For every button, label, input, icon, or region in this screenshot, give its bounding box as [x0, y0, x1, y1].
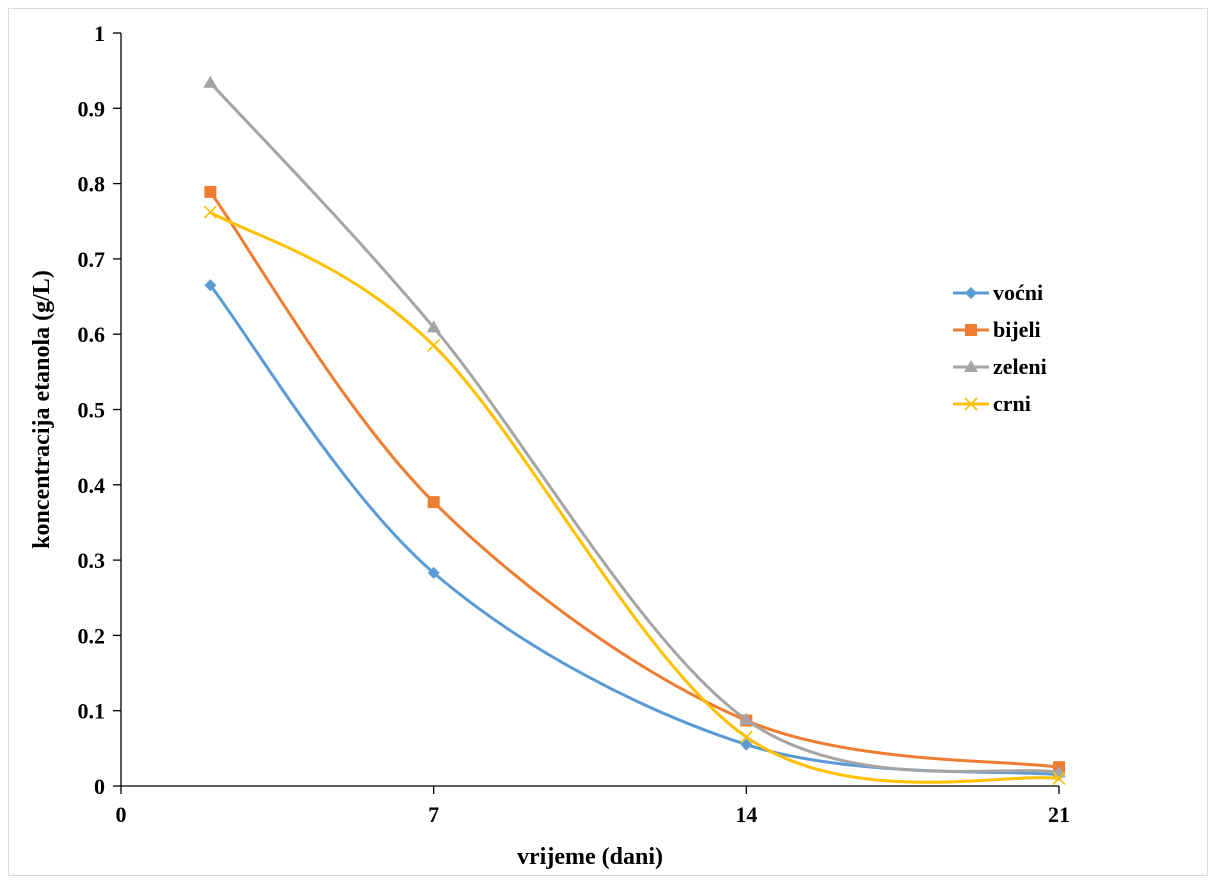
series-line-vocni	[209, 284, 1060, 777]
data-point-bijeli	[204, 185, 217, 198]
chart-frame: 0 0.1 0.2 0.3 0.4 0.5 0.6 0.7 0.8 0.9 1 0 7 14 21 vri…	[8, 8, 1208, 876]
data-point-zeleni	[203, 75, 218, 88]
series-zeleni	[203, 75, 1066, 778]
legend-item-vocni: voćni	[953, 280, 1043, 305]
data-point-crni	[203, 205, 217, 219]
data-point-bijeli	[427, 496, 440, 509]
series-line-bijeli	[209, 191, 1060, 769]
x-axis-title: vrijeme (dani)	[517, 844, 663, 870]
data-point-vocni	[204, 279, 217, 292]
y-tick-label: 0.7	[78, 247, 106, 272]
legend-label: zeleni	[993, 354, 1047, 379]
legend-item-bijeli: bijeli	[953, 317, 1041, 342]
data-point-zeleni	[426, 320, 441, 333]
y-axis-ticks: 0 0.1 0.2 0.3 0.4 0.5 0.6 0.7 0.8 0.9 1	[78, 21, 121, 799]
legend-item-crni: crni	[953, 391, 1031, 416]
line-chart: 0 0.1 0.2 0.3 0.4 0.5 0.6 0.7 0.8 0.9 1 0 7 14 21 vri…	[29, 21, 1070, 870]
legend-label: bijeli	[993, 317, 1041, 342]
legend-label: crni	[993, 391, 1031, 416]
y-tick-label: 0.3	[78, 548, 106, 573]
data-point-zeleni	[739, 712, 754, 725]
y-tick-label: 0.5	[78, 398, 106, 423]
y-axis-title: koncentracija etanola (g/L)	[29, 270, 55, 549]
series-crni	[203, 205, 1066, 786]
x-tick-label: 7	[428, 802, 439, 827]
legend-swatch-marker	[965, 324, 977, 336]
x-tick-label: 21	[1048, 802, 1070, 827]
axes	[120, 33, 1059, 787]
series-layer	[203, 75, 1066, 786]
legend-swatch-marker	[965, 287, 977, 299]
series-line-zeleni	[209, 81, 1060, 774]
y-tick-label: 0.2	[78, 623, 106, 648]
y-tick-label: 0.1	[78, 699, 106, 724]
data-point-vocni	[427, 566, 440, 579]
y-tick-label: 0.6	[78, 322, 106, 347]
legend-swatch-marker	[964, 397, 978, 411]
series-line-crni	[209, 210, 1060, 784]
x-tick-label: 0	[116, 802, 127, 827]
x-axis-ticks: 0 7 14 21	[116, 786, 1070, 827]
series-vocni	[204, 279, 1065, 781]
x-tick-label: 14	[735, 802, 757, 827]
legend-label: voćni	[993, 280, 1043, 305]
series-bijeli	[204, 185, 1065, 774]
legend-item-zeleni: zeleni	[953, 354, 1047, 379]
data-point-vocni	[740, 738, 753, 751]
y-tick-label: 0.9	[78, 96, 106, 121]
legend-swatch-marker	[964, 360, 978, 372]
legend: voćni bijeli zeleni crni	[953, 280, 1047, 416]
y-tick-label: 0.4	[78, 473, 106, 498]
y-tick-label: 0	[94, 774, 105, 799]
y-tick-label: 1	[94, 21, 105, 46]
data-point-crni	[1052, 771, 1066, 786]
y-tick-label: 0.8	[78, 172, 106, 197]
data-point-crni	[427, 338, 441, 353]
data-point-crni	[739, 730, 753, 744]
